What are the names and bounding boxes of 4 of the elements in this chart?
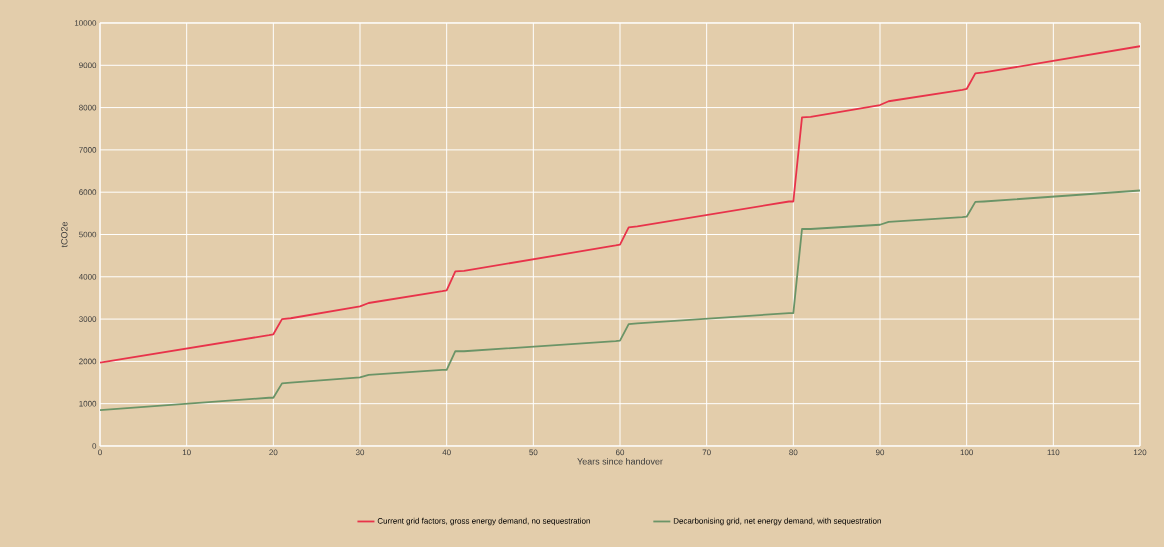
line-series — [100, 189, 1140, 411]
line-series — [100, 45, 1140, 364]
x-axis-title: Years since handover — [577, 457, 663, 465]
y-axis-title: tCO2e — [61, 221, 68, 248]
